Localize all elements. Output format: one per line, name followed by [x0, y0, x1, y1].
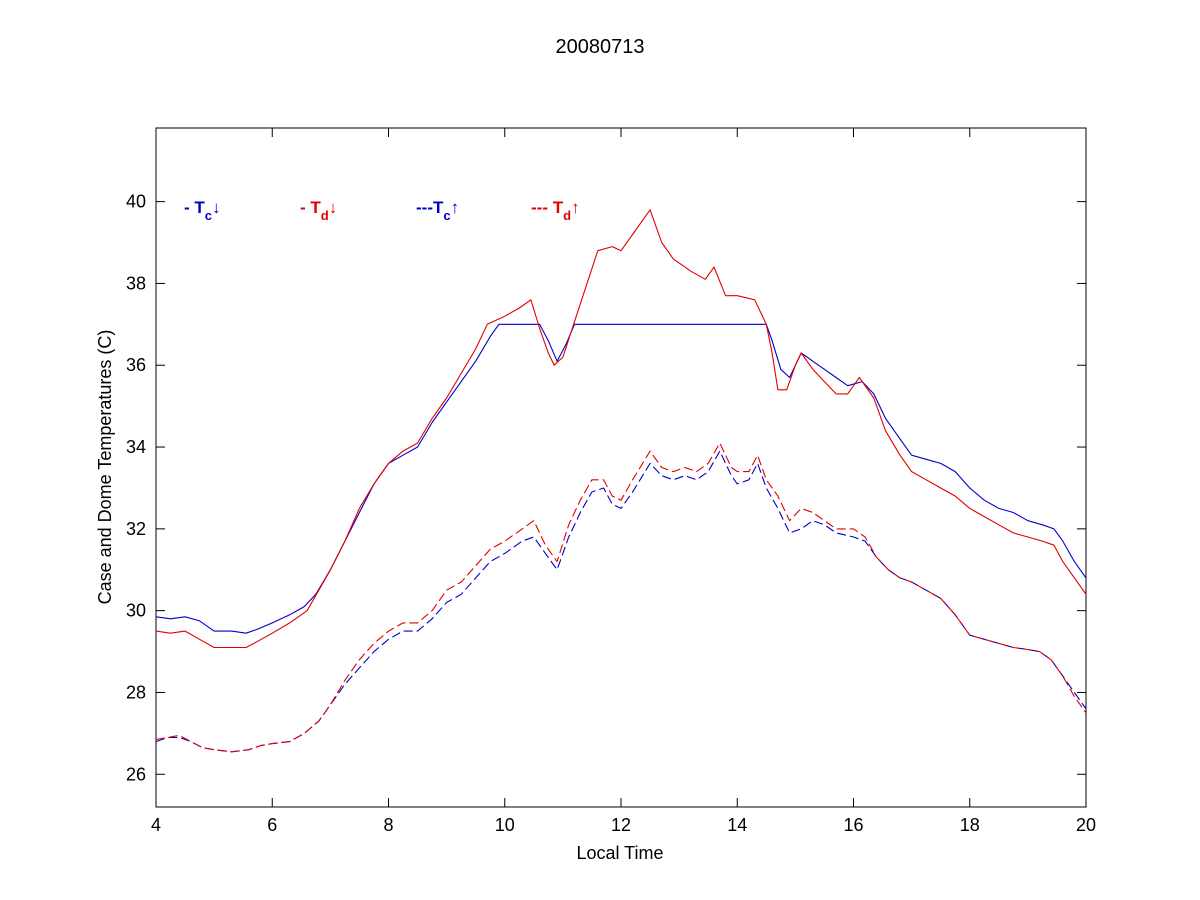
x-tick-label: 14: [727, 815, 747, 835]
legend-entry-d-down: - Td↓: [300, 198, 337, 223]
x-tick-label: 20: [1076, 815, 1096, 835]
y-tick-label: 40: [126, 192, 146, 212]
series-line-d-up: [155, 442, 1087, 753]
legend: - Tc↓ - Td↓ ---Tc↑ --- Td↑: [184, 198, 580, 223]
x-axis: 4 6 8 10 12 14 16 18 20: [151, 128, 1096, 835]
legend-entry-c-up: ---Tc↑: [416, 198, 459, 223]
plot-area: [155, 127, 1087, 808]
x-tick-label: 10: [495, 815, 515, 835]
x-tick-label: 18: [960, 815, 980, 835]
y-tick-label: 30: [126, 601, 146, 621]
y-tick-label: 38: [126, 273, 146, 293]
x-tick-label: 12: [611, 815, 631, 835]
y-tick-label: 26: [126, 764, 146, 784]
legend-entry-c-down: - Tc↓: [184, 198, 221, 223]
y-tick-label: 28: [126, 682, 146, 702]
x-tick-label: 16: [843, 815, 863, 835]
x-tick-label: 6: [267, 815, 277, 835]
chart-title: 20080713: [556, 36, 645, 58]
y-tick-label: 34: [126, 437, 146, 457]
y-axis-label: Case and Dome Temperatures (C): [95, 330, 115, 605]
series-line-d-down: [155, 209, 1087, 649]
y-axis: 26 28 30 32 34 36 38 40: [126, 192, 1086, 784]
series-line-c-down: [155, 323, 1087, 634]
x-tick-label: 4: [151, 815, 161, 835]
x-tick-label: 8: [383, 815, 393, 835]
x-axis-label: Local Time: [576, 843, 663, 863]
y-tick-label: 32: [126, 519, 146, 539]
legend-entry-d-up: --- Td↑: [531, 198, 580, 223]
series-layer: [155, 209, 1087, 753]
y-tick-label: 36: [126, 355, 146, 375]
